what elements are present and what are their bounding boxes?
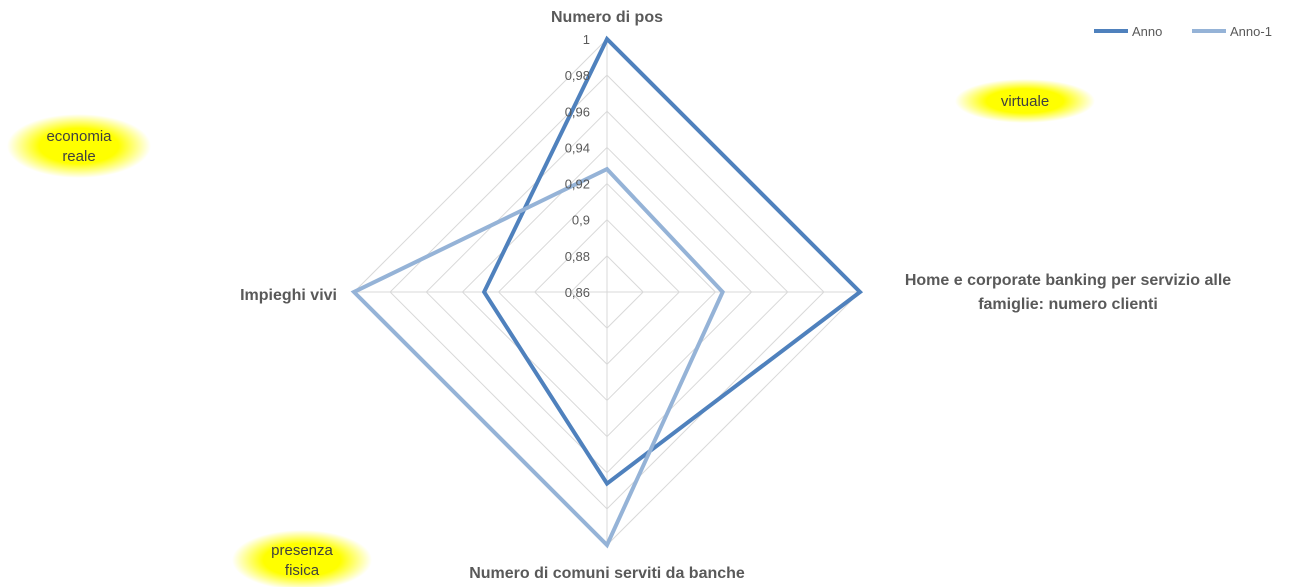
legend-label: Anno-1 bbox=[1230, 24, 1272, 39]
axis-labels: Numero di pos Home e corporate banking pe… bbox=[240, 9, 1231, 582]
radar-series bbox=[350, 35, 864, 549]
highlight-glow bbox=[955, 79, 1095, 123]
tick-label: 1 bbox=[583, 32, 590, 47]
axis-label-3: Impieghi vivi bbox=[240, 287, 337, 304]
axis-label-1: Home e corporate banking per servizio al… bbox=[905, 272, 1231, 289]
tick-label: 0,94 bbox=[565, 140, 590, 155]
highlight-note-text: reale bbox=[62, 148, 95, 165]
legend: Anno Anno-1 bbox=[1094, 24, 1272, 39]
tick-label: 0,96 bbox=[565, 104, 590, 119]
tick-label: 0,86 bbox=[565, 285, 590, 300]
tick-label: 0,88 bbox=[565, 249, 590, 264]
highlight-note-text: fisica bbox=[285, 562, 320, 579]
tick-label: 0,98 bbox=[565, 68, 590, 83]
tick-label: 0,92 bbox=[565, 177, 590, 192]
radial-tick-labels: 0,86 0,88 0,9 0,92 0,94 0,96 0,98 1 bbox=[565, 32, 590, 300]
radar-grid bbox=[353, 38, 861, 546]
highlight-note-text: presenza bbox=[271, 542, 333, 559]
highlight-note-text: economia bbox=[46, 128, 112, 145]
series-line-anno-1 bbox=[350, 166, 726, 549]
highlight-notes: economia reale virtuale presenza fisica bbox=[7, 79, 1095, 587]
highlight-glow bbox=[7, 114, 151, 178]
axis-label-1: famiglie: numero clienti bbox=[978, 296, 1158, 313]
legend-label: Anno bbox=[1132, 24, 1162, 39]
tick-label: 0,9 bbox=[572, 213, 590, 228]
highlight-glow bbox=[232, 530, 372, 587]
highlight-note-text: virtuale bbox=[1001, 93, 1049, 110]
axis-label-2: Numero di comuni serviti da banche bbox=[469, 565, 745, 582]
axis-label-0: Numero di pos bbox=[551, 9, 663, 26]
